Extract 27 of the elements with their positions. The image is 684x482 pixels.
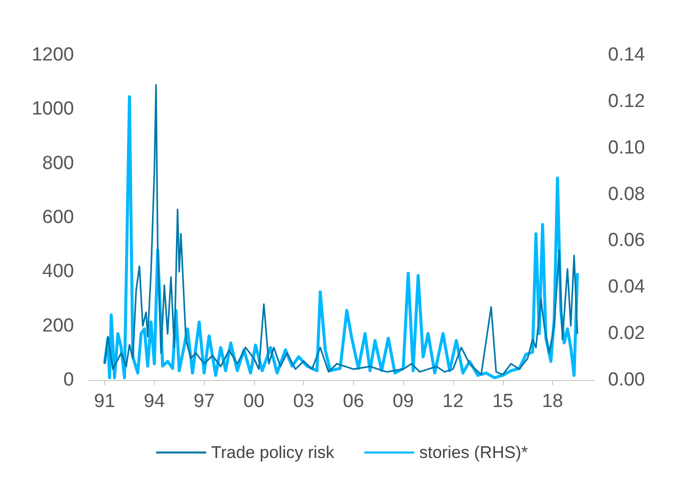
x-tick-label: 15	[492, 391, 514, 412]
y-tick-label: 1200	[32, 44, 74, 66]
legend-label: Trade policy risk	[211, 443, 335, 462]
y2-tick-label: 0.14	[608, 44, 646, 66]
y-tick-label: 0	[63, 370, 74, 390]
legend-label: stories (RHS)*	[419, 443, 528, 462]
x-tick-label: 18	[542, 391, 564, 412]
y-tick-label: 1000	[32, 98, 74, 120]
x-tick-label: 97	[194, 391, 215, 412]
y2-tick-label: 0.06	[608, 230, 645, 252]
y-tick-label: 800	[42, 152, 74, 174]
x-tick-label: 09	[392, 391, 414, 412]
x-tick-label: 06	[342, 391, 364, 412]
y2-tick-label: 0.00	[608, 370, 645, 390]
x-tick-label: 91	[94, 391, 116, 412]
x-tick-label: 03	[293, 391, 314, 412]
y2-tick-label: 0.08	[608, 184, 645, 205]
y2-tick-label: 0.02	[608, 323, 645, 344]
y-tick-label: 200	[42, 315, 74, 336]
x-tick-label: 00	[243, 391, 264, 412]
y2-tick-label: 0.10	[608, 137, 645, 158]
y2-tick-label: 0.12	[608, 90, 645, 112]
y-tick-label: 600	[42, 207, 74, 228]
y-tick-label: 400	[42, 261, 74, 282]
x-tick-label: 12	[442, 391, 464, 412]
x-tick-label: 94	[144, 391, 166, 412]
y2-tick-label: 0.04	[608, 276, 646, 298]
